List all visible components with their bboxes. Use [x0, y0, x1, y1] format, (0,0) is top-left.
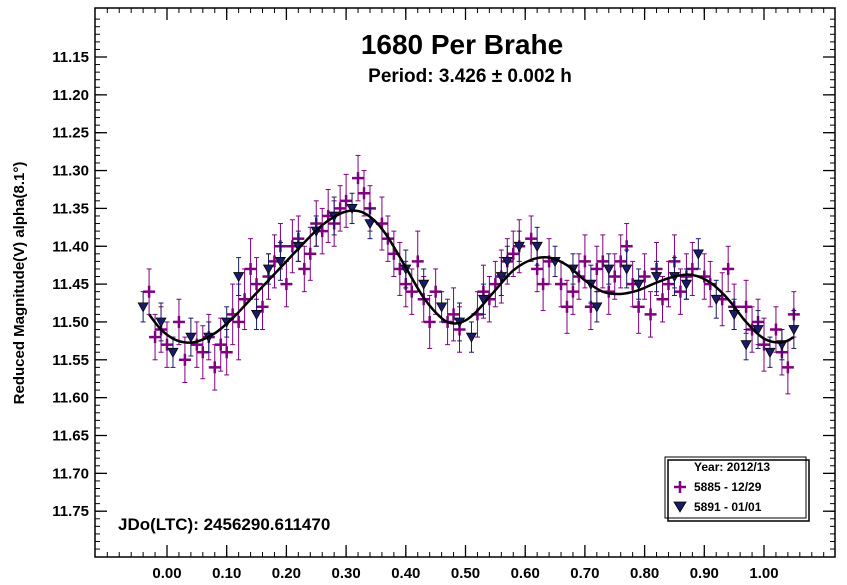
x-tick-labels: 0.00 0.10 0.20 0.30 0.40 0.50 0.60 0.70 0.80 0.90…	[152, 565, 778, 582]
legend-title: Year: 2012/13	[694, 460, 770, 474]
data-point-5891	[477, 283, 490, 315]
data-point-5891	[788, 310, 800, 349]
data-point-5885	[172, 298, 185, 346]
data-point-5885	[340, 173, 353, 228]
data-point-5885	[614, 234, 627, 289]
data-point-5885	[596, 234, 609, 289]
data-point-5885	[429, 268, 442, 315]
y-tick-label: 11.15	[52, 49, 89, 66]
data-point-5885	[489, 260, 502, 308]
y-tick-label: 11.65	[52, 428, 89, 445]
data-point-5885	[638, 253, 651, 300]
x-tick-label: 0.70	[570, 565, 599, 582]
data-point-5885	[178, 336, 191, 384]
fit-curve	[148, 209, 795, 345]
data-point-5891	[692, 238, 704, 270]
data-point-5891	[633, 268, 645, 300]
data-point-5891	[274, 241, 287, 281]
x-tick-label: 0.40	[391, 565, 420, 582]
y-tick-label: 11.60	[52, 390, 89, 407]
x-tick-label: 0.10	[212, 565, 241, 582]
y-tick-label: 11.20	[52, 87, 89, 104]
data-point-5885	[232, 283, 245, 361]
data-point-5891	[364, 207, 376, 240]
legend-box	[664, 456, 807, 519]
data-point-5885	[411, 230, 424, 293]
legend-triangle-marker	[673, 501, 687, 513]
legend: Year: 2012/13 5885 - 12/29 5891 - 01/01	[664, 456, 810, 522]
legend-shadow	[667, 459, 810, 522]
data-point-5885	[722, 245, 735, 293]
y-tick-label: 11.45	[52, 276, 89, 293]
y-tick-label: 11.70	[52, 465, 89, 482]
data-point-5885	[244, 238, 257, 300]
data-point-5891	[603, 253, 615, 285]
x-tick-label: 0.50	[451, 565, 480, 582]
chart-subtitle: Period: 3.426 ± 0.002 h	[368, 66, 572, 87]
chart-title: 1680 Per Brahe	[361, 29, 563, 60]
x-tick-label: 0.60	[511, 565, 540, 582]
data-point-5885	[214, 317, 227, 372]
data-point-5891	[728, 298, 740, 331]
data-point-5891	[513, 230, 525, 262]
data-point-5885	[560, 279, 573, 334]
legend-entry-5891: 5891 - 01/01	[694, 500, 762, 514]
y-tick-label: 11.50	[52, 314, 89, 331]
y-axis-title: Reduced Magnitude(V) alpha(8.1°)	[11, 162, 28, 405]
data-point-5885	[256, 283, 269, 331]
y-tick-label: 11.30	[52, 163, 89, 180]
series-layer	[137, 154, 800, 395]
x-tick-label: 0.00	[152, 565, 181, 582]
data-point-5885	[447, 287, 460, 342]
data-point-5891	[650, 260, 663, 293]
data-point-5885	[590, 245, 603, 293]
y-tick-labels: 11.15 11.20 11.25 11.30 11.35 11.40 11.45 11.50…	[52, 49, 89, 520]
data-point-5891	[167, 336, 179, 368]
legend-plus-marker	[674, 481, 686, 493]
data-point-5885	[644, 291, 657, 338]
data-point-5885	[238, 268, 251, 331]
x-tick-label: 0.30	[331, 565, 360, 582]
epoch-annotation: JDo(LTC): 2456290.611470	[118, 515, 330, 534]
data-point-5885	[608, 253, 621, 300]
x-tick-label: 1.00	[749, 565, 778, 582]
data-point-5885	[268, 234, 281, 289]
y-tick-label: 11.35	[52, 200, 89, 217]
data-point-5885	[758, 317, 770, 372]
data-point-5891	[233, 257, 245, 296]
x-tick-label: 0.90	[690, 565, 719, 582]
data-point-5891	[591, 291, 603, 323]
y-tick-label: 11.55	[52, 352, 89, 369]
data-point-5891	[250, 298, 263, 331]
x-tick-label: 0.80	[630, 565, 659, 582]
data-point-5891	[346, 192, 358, 225]
data-point-5891	[155, 302, 167, 342]
y-tick-label: 11.40	[52, 238, 89, 255]
legend-entry-5885: 5885 - 12/29	[694, 480, 762, 494]
data-point-5885	[161, 321, 173, 368]
axis-ticks	[95, 8, 835, 557]
data-point-5891	[740, 329, 752, 361]
y-tick-label: 11.25	[52, 125, 89, 142]
data-point-5891	[621, 249, 633, 289]
data-point-5891	[465, 321, 478, 353]
y-tick-label: 11.75	[52, 503, 89, 520]
x-tick-label: 0.20	[272, 565, 301, 582]
data-point-5885	[525, 215, 538, 262]
data-point-5891	[137, 291, 149, 323]
data-point-5891	[752, 310, 764, 349]
data-point-5891	[185, 317, 197, 357]
data-point-5885	[662, 260, 675, 308]
